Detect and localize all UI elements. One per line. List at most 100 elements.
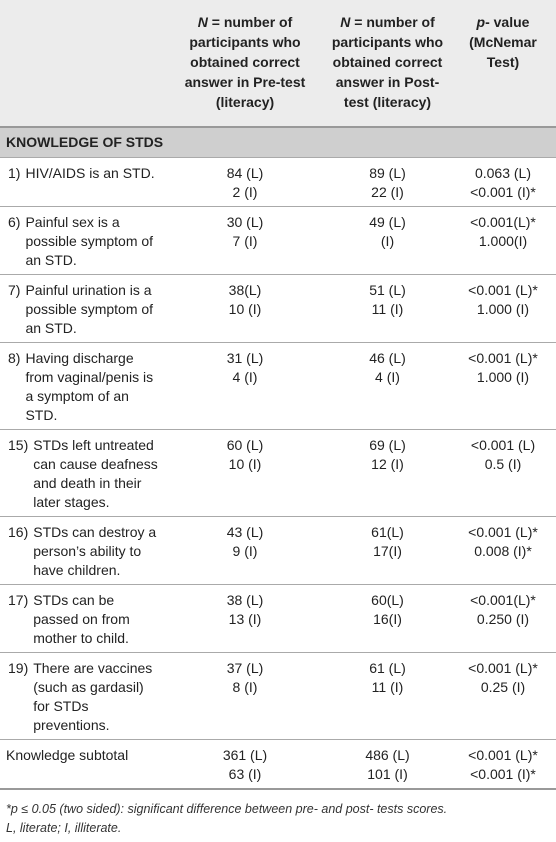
value-line: <0.001 (L) [470, 437, 536, 453]
value-line: 38 (L) [226, 592, 264, 608]
value-line: 30 (L) [226, 214, 264, 230]
value-cell: <0.001(L)* 0.250 (I) [450, 584, 556, 653]
table-row: 1) HIV/AIDS is an STD. 84 (L) 2 (I) 89 (L) 22… [0, 157, 556, 207]
value-cell: 361 (L) 63 (I) [165, 739, 325, 790]
item-number: 6) [8, 214, 21, 230]
item-text: There are vaccines (such as gardasil) fo… [33, 660, 153, 733]
item: 1) HIV/AIDS is an STD. [4, 164, 161, 183]
value-line: 361 (L) [222, 747, 268, 763]
item-number: 1) [8, 165, 21, 181]
item: 15) STDs left untreated can cause deafnes… [4, 436, 161, 512]
item-cell: 17) STDs can be passed on from mother to … [0, 584, 165, 653]
table-row: 16) STDs can destroy a person’s ability t… [0, 516, 556, 585]
value-line: 101 (I) [367, 766, 408, 782]
value-line: 51 (L) [369, 282, 406, 298]
value-line: <0.001 (L)* [468, 524, 538, 540]
value-line: 0.063 (L) [474, 165, 532, 181]
footnote: L, literate; I, illiterate. [6, 821, 122, 835]
value-line: <0.001 (I)* [470, 184, 536, 200]
value-cell: 49 (L) (I) [325, 206, 450, 275]
item-text: Having discharge from vaginal/penis is a… [25, 350, 154, 423]
results-table: N = number of participants who obtained … [0, 0, 556, 790]
value-cell: <0.001 (L) 0.5 (I) [450, 429, 556, 517]
table-row: 19) There are vaccines (such as gardasil)… [0, 652, 556, 740]
value-cell: 43 (L) 9 (I) [165, 516, 325, 585]
value-line: 10 (I) [228, 456, 262, 472]
item-cell: 7) Painful urination is a possible sympto… [0, 274, 165, 343]
value-line: 2 (I) [232, 184, 258, 200]
value-line: 4 (I) [232, 369, 258, 385]
value-line: 10 (I) [228, 301, 262, 317]
item-cell: 8) Having discharge from vaginal/penis is… [0, 342, 165, 430]
value-line: 4 (I) [375, 369, 400, 385]
value-cell: 30 (L) 7 (I) [165, 206, 325, 275]
value-cell: 69 (L) 12 (I) [325, 429, 450, 517]
value-line: 60(L) [371, 592, 404, 608]
value-line: 0.008 (I)* [474, 543, 532, 559]
header-text: = number of participants who obtained co… [331, 14, 444, 110]
value-line: 0.25 (I) [480, 679, 526, 695]
item: 8) Having discharge from vaginal/penis is… [4, 349, 161, 425]
value-line: 84 (L) [226, 165, 264, 181]
value-cell: 37 (L) 8 (I) [165, 652, 325, 740]
item-text: STDs left untreated can cause deafness a… [33, 437, 158, 510]
table-row: 6) Painful sex is a possible symptom of a… [0, 206, 556, 275]
value-line: 16(I) [373, 611, 402, 627]
item: 19) There are vaccines (such as gardasil)… [4, 659, 161, 735]
header-symbol: p [476, 14, 486, 30]
value-line: 11 (I) [371, 301, 404, 317]
section-title: KNOWLEDGE OF STDS [0, 126, 556, 158]
value-line: 1.000 (I) [476, 369, 530, 385]
value-cell: 0.063 (L) <0.001 (I)* [450, 157, 556, 207]
item-cell: 6) Painful sex is a possible symptom of a… [0, 206, 165, 275]
value-cell: <0.001 (L)* 0.25 (I) [450, 652, 556, 740]
item-text: STDs can destroy a person’s ability to h… [33, 524, 157, 578]
header-text: - value (McNemar Test) [469, 14, 537, 70]
subtotal-row: Knowledge subtotal 361 (L) 63 (I) 486 (L) 10… [0, 739, 556, 790]
header-symbol: N [340, 14, 351, 30]
value-line: 63 (I) [228, 766, 262, 782]
value-cell: 61 (L) 11 (I) [325, 652, 450, 740]
header-text: = number of participants who obtained co… [184, 14, 306, 110]
item-cell: 19) There are vaccines (such as gardasil)… [0, 652, 165, 740]
item-text: HIV/AIDS is an STD. [25, 165, 155, 181]
header-cell: N = number of participants who obtained … [165, 0, 325, 127]
item-number: 17) [8, 592, 29, 608]
value-line: 1.000 (I) [476, 301, 530, 317]
header-symbol: N [197, 14, 208, 30]
value-line: 69 (L) [369, 437, 406, 453]
item-cell: 1) HIV/AIDS is an STD. [0, 157, 165, 207]
value-cell: <0.001 (L)* 1.000 (I) [450, 274, 556, 343]
value-cell: <0.001 (L)* <0.001 (I)* [450, 739, 556, 790]
item: 7) Painful urination is a possible sympto… [4, 281, 161, 338]
value-line: <0.001 (L)* [468, 350, 538, 366]
table-body: KNOWLEDGE OF STDS 1) HIV/AIDS is an STD. 8… [0, 126, 556, 790]
value-line: 11 (I) [371, 679, 404, 695]
section-row: KNOWLEDGE OF STDS [0, 126, 556, 158]
table-header: N = number of participants who obtained … [0, 0, 556, 127]
item-text: STDs can be passed on from mother to chi… [33, 592, 130, 646]
value-line: 61(L) [371, 524, 404, 540]
item-cell: 16) STDs can destroy a person’s ability t… [0, 516, 165, 585]
value-cell: <0.001(L)* 1.000(I) [450, 206, 556, 275]
value-line: 0.250 (I) [476, 611, 530, 627]
header-cell: N = number of participants who obtained … [325, 0, 450, 127]
value-cell: <0.001 (L)* 0.008 (I)* [450, 516, 556, 585]
subtotal-label: Knowledge subtotal [0, 739, 165, 790]
value-line: 49 (L) [369, 214, 406, 230]
value-cell: 51 (L) 11 (I) [325, 274, 450, 343]
value-cell: 46 (L) 4 (I) [325, 342, 450, 430]
item-number: 7) [8, 282, 21, 298]
value-line: <0.001 (L)* [468, 660, 538, 676]
value-cell: 60(L) 16(I) [325, 584, 450, 653]
value-line: 7 (I) [232, 233, 258, 249]
table-row: 7) Painful urination is a possible sympto… [0, 274, 556, 343]
value-line: 12 (I) [371, 456, 404, 472]
item-number: 8) [8, 350, 21, 366]
item-cell: 15) STDs left untreated can cause deafnes… [0, 429, 165, 517]
value-cell: 38 (L) 13 (I) [165, 584, 325, 653]
item-number: 16) [8, 524, 29, 540]
value-line: <0.001 (I)* [470, 766, 536, 782]
item: 16) STDs can destroy a person’s ability t… [4, 523, 161, 580]
item-text: Painful sex is a possible symptom of an … [25, 214, 154, 268]
